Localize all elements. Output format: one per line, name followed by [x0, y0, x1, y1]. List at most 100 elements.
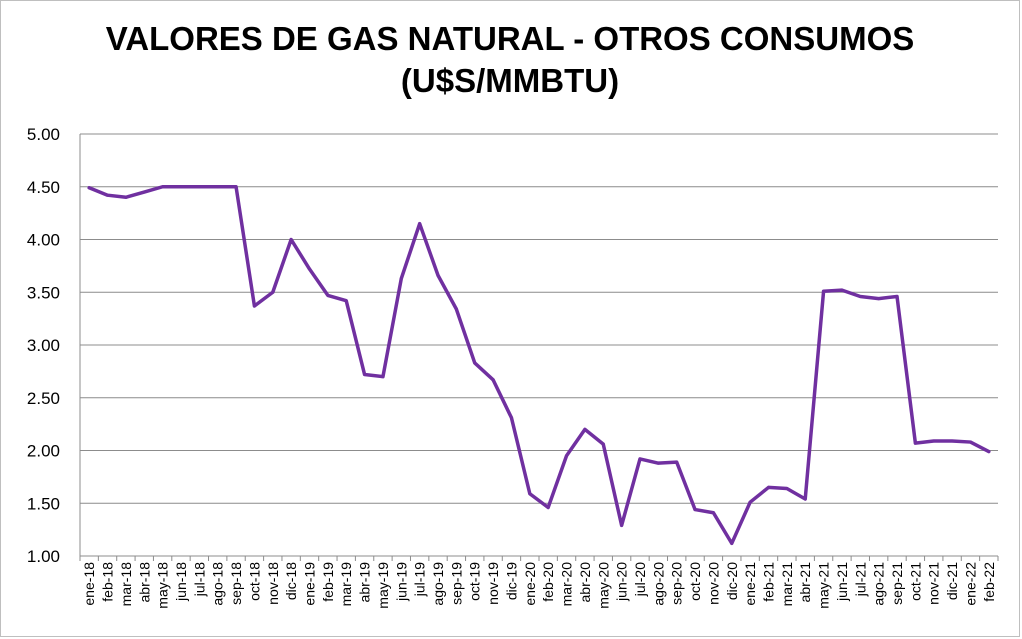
x-tick-label: nov-21	[926, 562, 942, 605]
x-tick-label: may-19	[375, 562, 391, 609]
x-tick-label: jul-18	[191, 562, 207, 597]
x-tick-label: jun-18	[173, 562, 189, 602]
x-tick-label: ago-20	[650, 562, 666, 606]
data-point	[822, 289, 826, 293]
x-tick-label: dic-19	[503, 562, 519, 600]
x-tick-label: feb-20	[540, 562, 556, 602]
data-point	[308, 267, 311, 271]
y-tick-label: 5.00	[27, 125, 60, 144]
data-point	[418, 222, 422, 226]
chart-title: VALORES DE GAS NATURAL - OTROS CONSUMOS …	[0, 18, 1020, 102]
x-tick-label: sep-18	[228, 562, 244, 605]
data-point	[767, 485, 770, 489]
x-tick-label: ene-21	[742, 562, 758, 606]
x-tick-label: jun-21	[834, 562, 850, 602]
data-point	[142, 190, 146, 194]
y-tick-label: 1.50	[27, 494, 60, 513]
x-tick-label: mar-18	[118, 562, 134, 607]
x-tick-label: may-21	[816, 562, 832, 609]
x-tick-label: sep-19	[448, 562, 464, 605]
data-point	[252, 304, 256, 308]
x-tick-label: jun-20	[614, 562, 630, 602]
x-tick-label: oct-19	[467, 562, 483, 601]
data-point	[895, 294, 899, 298]
data-point	[326, 293, 330, 297]
data-point	[913, 441, 917, 445]
y-tick-label: 4.50	[27, 178, 60, 197]
x-tick-label: oct-21	[907, 562, 923, 601]
x-tick-label: ene-20	[522, 562, 538, 606]
x-tick-label: dic-20	[724, 562, 740, 600]
data-point	[950, 439, 954, 443]
x-tick-label: abr-18	[136, 562, 152, 603]
data-point	[968, 440, 972, 444]
x-tick-label: ene-19	[302, 562, 318, 606]
data-point	[289, 238, 293, 241]
data-point	[363, 373, 367, 377]
x-tick-label: abr-20	[577, 562, 593, 603]
data-point	[161, 185, 165, 189]
y-tick-label: 2.50	[27, 389, 60, 408]
data-point	[987, 450, 991, 454]
x-tick-label: jul-19	[412, 562, 428, 597]
x-tick-label: feb-19	[320, 562, 336, 602]
series	[87, 185, 991, 546]
series-line	[87, 185, 991, 546]
data-point	[565, 454, 569, 458]
x-tick-label: jul-21	[852, 562, 868, 597]
y-tick-label: 1.00	[27, 547, 60, 566]
x-tick-label: mar-19	[338, 562, 354, 607]
chart-title-units: (U$S/MMBTU)	[400, 62, 620, 99]
x-tick-label: feb-22	[981, 562, 997, 602]
data-point	[711, 511, 715, 515]
x-tick-label: ago-21	[871, 562, 887, 606]
y-tick-label: 3.00	[27, 336, 60, 355]
x-tick-label: may-20	[595, 562, 611, 609]
data-point	[858, 294, 862, 298]
data-point	[583, 427, 587, 431]
x-tick-label: feb-18	[100, 562, 116, 602]
x-tick-label: oct-20	[687, 562, 703, 601]
x-tick-label: feb-21	[761, 562, 777, 602]
x-tick-label: abr-19	[357, 562, 373, 603]
data-point	[601, 442, 605, 446]
x-tick-label: dic-21	[944, 562, 960, 600]
data-point	[546, 505, 550, 509]
x-tick-label: nov-20	[705, 562, 721, 605]
data-point	[840, 288, 844, 292]
y-tick-labels: 1.00 1.50 2.00 2.50 3.00 3.50 4.00 4.50 5.00	[27, 125, 60, 566]
y-tick-label: 4.00	[27, 231, 60, 250]
data-point	[656, 461, 660, 465]
x-tick-label: ago-18	[210, 562, 226, 606]
data-point	[179, 185, 183, 189]
gridlines	[80, 133, 998, 504]
data-point	[620, 523, 624, 527]
data-point	[87, 186, 91, 190]
x-tick-labels: ene-18 feb-18 mar-18 abr-18 may-18 jun-18 jul-…	[81, 562, 997, 609]
data-point	[932, 439, 936, 443]
data-point	[436, 273, 440, 277]
x-tick-label: nov-18	[265, 562, 281, 605]
chart-title-main: VALORES DE GAS NATURAL - OTROS CONSUMOS	[105, 20, 915, 57]
data-point	[271, 290, 275, 294]
x-tick-label: sep-20	[669, 562, 685, 605]
x-tick-label: may-18	[155, 562, 171, 609]
x-tick-label: nov-19	[485, 562, 501, 605]
data-point	[675, 460, 679, 464]
data-point	[877, 297, 881, 301]
data-point	[216, 185, 220, 189]
axes	[79, 134, 999, 561]
y-tick-label: 3.50	[27, 283, 60, 302]
x-tick-label: ene-18	[81, 562, 97, 606]
data-point	[528, 492, 532, 496]
data-point	[509, 416, 513, 420]
data-point	[491, 378, 495, 382]
x-tick-label: ago-19	[430, 562, 446, 606]
y-tick-label: 2.00	[27, 442, 60, 461]
data-point	[381, 375, 385, 379]
data-point	[197, 185, 201, 189]
data-point	[344, 299, 348, 303]
x-tick-label: jun-19	[393, 562, 409, 602]
